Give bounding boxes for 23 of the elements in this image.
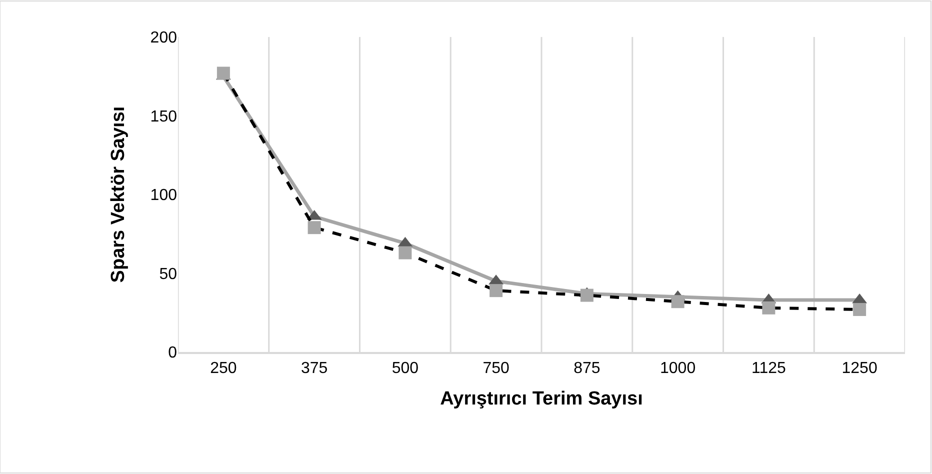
x-tick-label: 1000	[660, 360, 696, 378]
x-tick-label: 375	[300, 360, 328, 378]
x-tick-label: 500	[392, 360, 419, 378]
y-tick-label: 50	[159, 266, 178, 283]
y-tick-label: 100	[150, 187, 178, 204]
point	[308, 221, 321, 234]
x-tick-label: 250	[210, 360, 237, 378]
point	[853, 302, 866, 316]
x-tick-label: 875	[574, 360, 600, 378]
point	[580, 288, 594, 302]
y-tick-label: 0	[168, 344, 178, 362]
point	[398, 246, 412, 260]
x-tick-label: 1250	[842, 360, 878, 378]
y-tick-label: 150	[150, 108, 178, 126]
y-tick-label: 200	[150, 30, 178, 47]
point	[671, 295, 684, 308]
y-axis-title: Spars Vektör Sayısı	[108, 106, 130, 283]
point	[490, 284, 503, 298]
point	[762, 301, 776, 314]
x-tick-label: 750	[482, 360, 510, 378]
x-axis-title: Ayrıştırıcı Terim Sayısı	[440, 388, 643, 410]
point	[216, 66, 230, 80]
x-tick-label: 1125	[751, 360, 786, 378]
